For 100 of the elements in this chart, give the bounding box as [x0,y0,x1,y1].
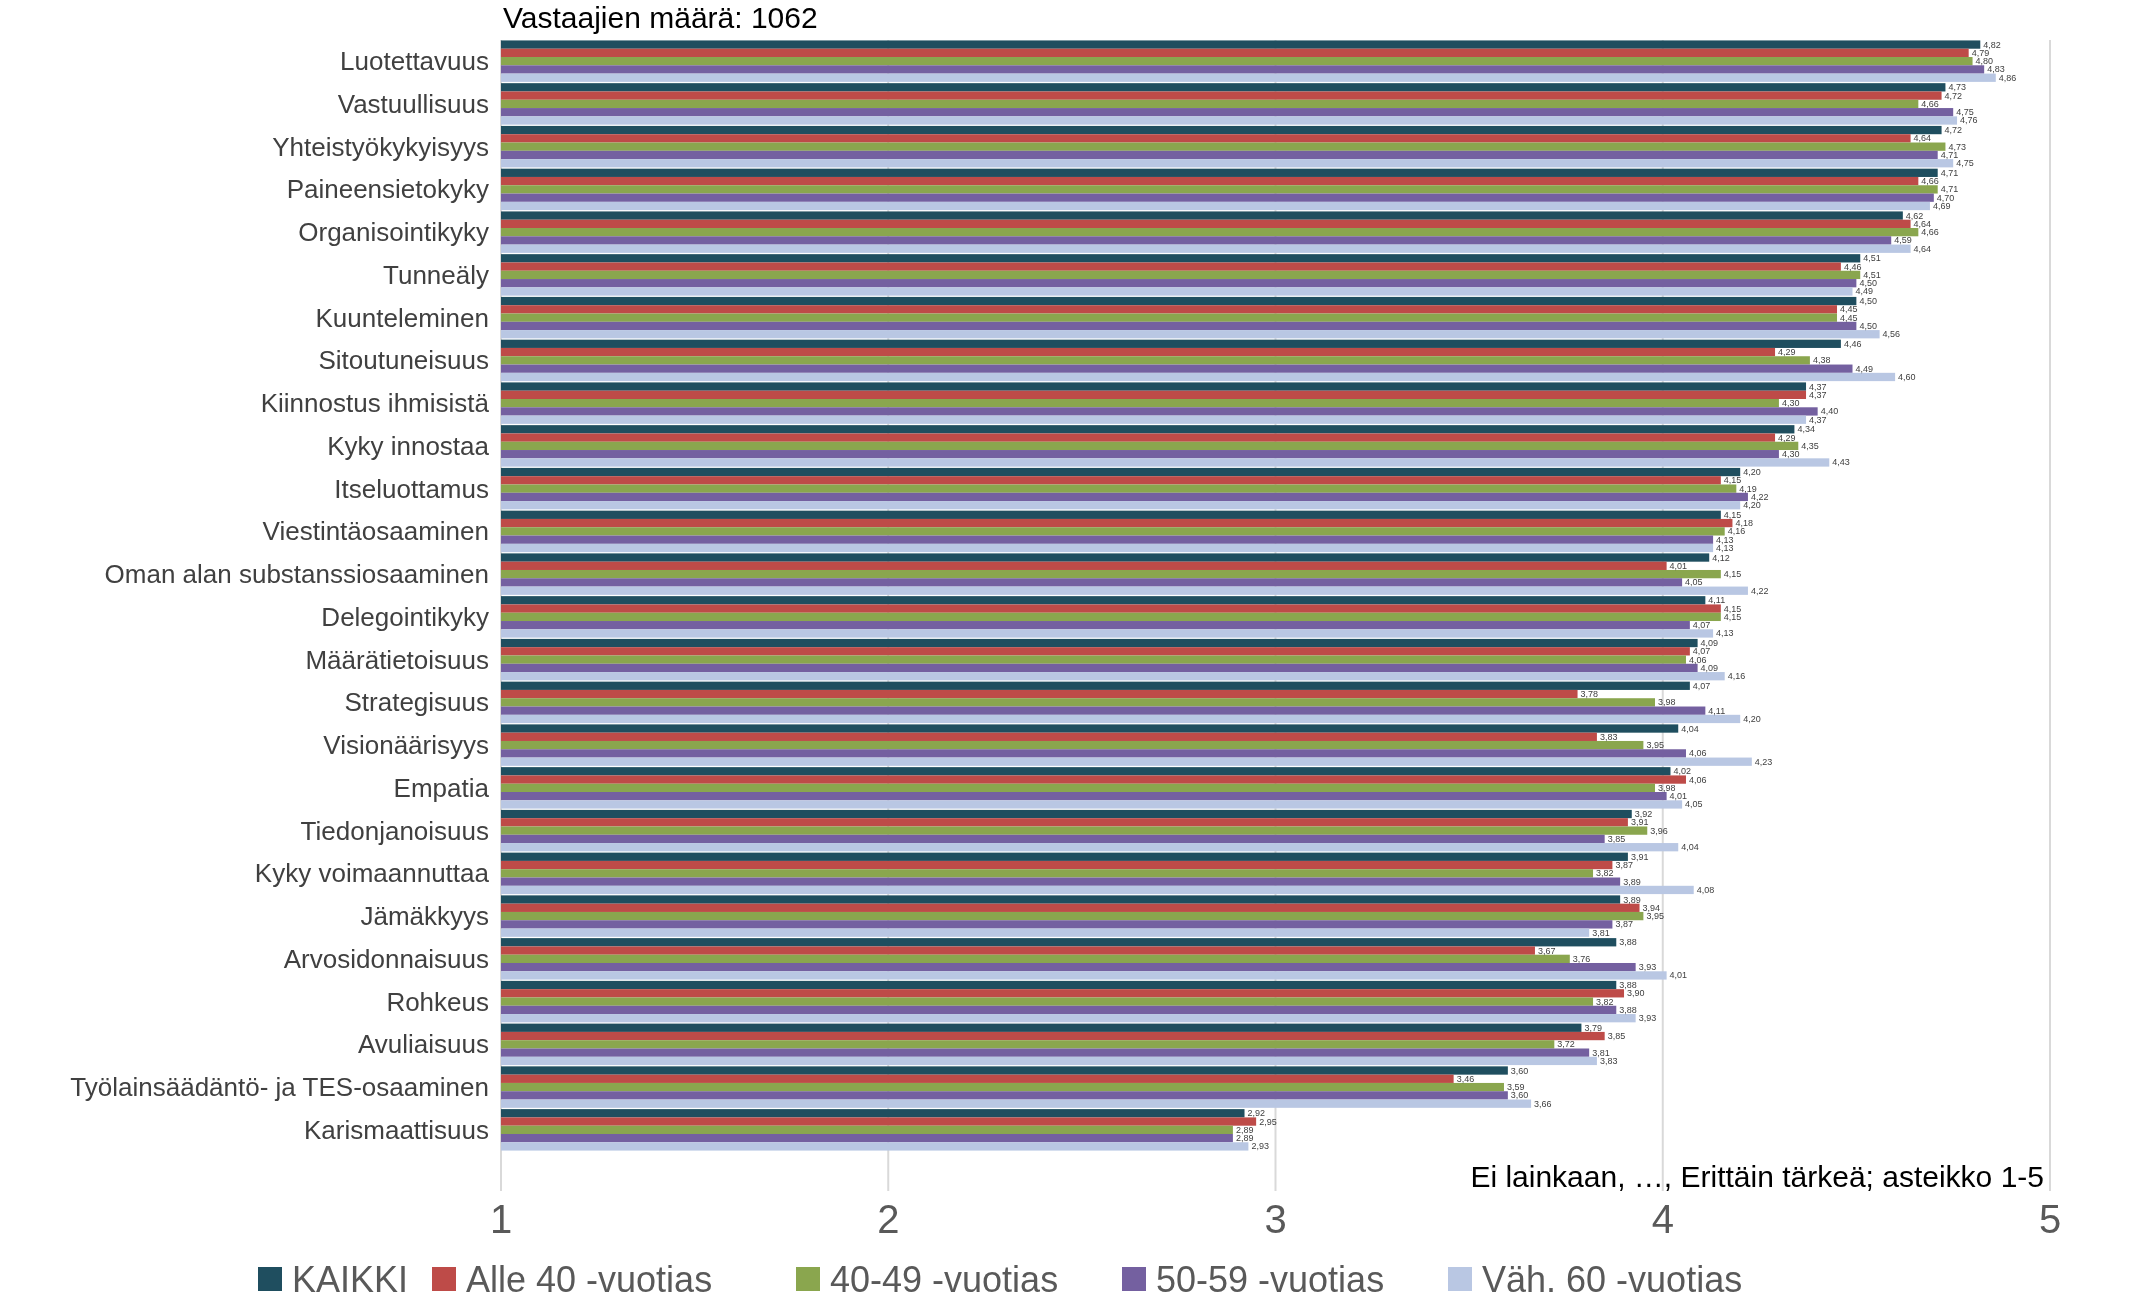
data-label: 4,72 [1944,90,1963,101]
data-label: 3,85 [1607,1031,1626,1042]
y-tick-label: Kyky voimaannuttaa [254,858,490,889]
data-label: 4,07 [1692,620,1711,631]
y-tick-label: Kyky innostaa [327,430,490,461]
y-tick-label: Rohkeus [386,986,489,1017]
legend-label: 40-49 -vuotias [830,1258,1059,1300]
x-tick-label: 3 [1264,1197,1287,1241]
data-label: 4,06 [1688,654,1707,665]
y-tick-label: Kuunteleminen [315,302,489,333]
data-label: 4,04 [1681,842,1699,853]
data-label: 3,87 [1615,860,1633,871]
data-label: 4,62 [1905,210,1924,221]
data-label: 4,29 [1778,432,1796,443]
data-label: 4,82 [1983,39,2001,50]
data-label: 3,83 [1599,731,1618,742]
y-tick-label: Tiedonjanoisuus [300,815,489,846]
y-tick-label: Karismaattisuus [304,1114,489,1145]
y-tick-label: Kiinnostus ihmisistä [260,388,490,419]
data-label: 4,30 [1781,398,1800,409]
data-label: 4,37 [1809,381,1827,392]
data-label: 4,09 [1700,662,1719,673]
data-label: 4,04 [1681,723,1699,734]
data-label: 4,66 [1921,176,1939,187]
y-tick-label: Arvosidonnaisuus [283,943,489,974]
data-label: 3,96 [1650,825,1668,836]
y-tick-label: Visionäärisyys [323,730,489,761]
data-label: 2,95 [1259,1116,1277,1127]
data-label: 3,66 [1534,1098,1552,1109]
data-label: 3,95 [1646,740,1664,751]
y-tick-label: Empatia [393,772,490,803]
data-label: 4,11 [1708,705,1726,716]
y-tick-label: Yhteistyökykyisyys [272,131,489,162]
data-label: 4,15 [1723,569,1742,580]
data-label: 3,93 [1638,1013,1657,1024]
legend-label: KAIKKI [292,1258,409,1300]
data-label: 4,29 [1778,347,1796,358]
data-label: 4,37 [1809,414,1827,425]
data-label: 4,51 [1863,253,1881,264]
data-label: 4,71 [1940,184,1959,195]
data-label: 4,06 [1688,774,1707,785]
data-label: 4,34 [1797,424,1815,435]
data-label: 4,72 [1944,125,1963,136]
data-label: 4,50 [1859,320,1877,331]
data-label: 4,76 [1960,115,1978,126]
data-label: 4,50 [1859,296,1877,307]
y-tick-label: Vastuullisuus [337,88,489,119]
data-label: 4,45 [1840,312,1858,323]
data-label: 4,01 [1669,970,1688,981]
data-label: 4,83 [1987,64,2005,75]
legend-label: 50-59 -vuotias [1156,1258,1385,1300]
data-label: 3,60 [1510,1090,1529,1101]
data-label: 4,08 [1696,884,1715,895]
y-tick-label: Strategisuus [344,687,489,718]
data-label: 4,40 [1820,406,1839,417]
data-label: 3,60 [1510,1065,1529,1076]
data-label: 4,16 [1727,671,1746,682]
data-label: 4,06 [1688,748,1707,759]
data-label: 4,37 [1809,389,1827,400]
data-label: 4,73 [1948,141,1966,152]
y-tick-label: Työlainsäädäntö- ja TES-osaaminen [70,1072,489,1103]
y-tick-label: Tunneäly [383,259,489,290]
data-label: 4,16 [1727,526,1746,537]
data-label: 2,93 [1251,1141,1269,1152]
data-label: 4,05 [1685,799,1703,810]
data-label: 3,78 [1580,689,1599,700]
y-tick-label: Viestintäosaaminen [262,516,489,547]
y-tick-label: Avuliaisuus [357,1029,489,1060]
data-label: 4,15 [1723,475,1742,486]
y-tick-label: Jämäkkyys [360,901,489,932]
data-label: 4,66 [1921,98,1939,109]
data-label: 3,83 [1599,1055,1618,1066]
data-label: 4,70 [1936,192,1955,203]
data-label: 3,72 [1557,1039,1575,1050]
y-tick-label: Paineensietokyky [286,174,489,205]
data-label: 4,05 [1685,577,1703,588]
data-label: 3,82 [1596,996,1614,1007]
data-label: 4,56 [1882,329,1901,340]
data-label: 3,67 [1537,945,1556,956]
data-label: 4,51 [1863,269,1881,280]
chart-subtitle: Vastaajien määrä: 1062 [503,1,818,34]
data-label: 4,46 [1843,261,1862,272]
y-tick-label: Itseluottamus [334,473,489,504]
data-label: 4,59 [1894,235,1912,246]
data-label: 4,43 [1832,457,1850,468]
data-label: 3,98 [1658,697,1676,708]
data-label: 4,13 [1716,534,1734,545]
legend-label: Väh. 60 -vuotias [1482,1258,1743,1300]
data-label: 4,15 [1723,603,1742,614]
data-label: 4,66 [1921,227,1939,238]
data-label: 3,59 [1506,1082,1525,1093]
data-label: 4,11 [1708,595,1726,606]
data-label: 3,98 [1658,782,1676,793]
data-label: 4,13 [1716,628,1734,639]
data-label: 4,75 [1956,107,1974,118]
data-label: 4,01 [1669,560,1688,571]
data-label: 3,79 [1584,1022,1602,1033]
data-label: 3,90 [1627,988,1645,999]
data-label: 3,87 [1615,919,1633,930]
data-label: 4,20 [1743,467,1761,478]
